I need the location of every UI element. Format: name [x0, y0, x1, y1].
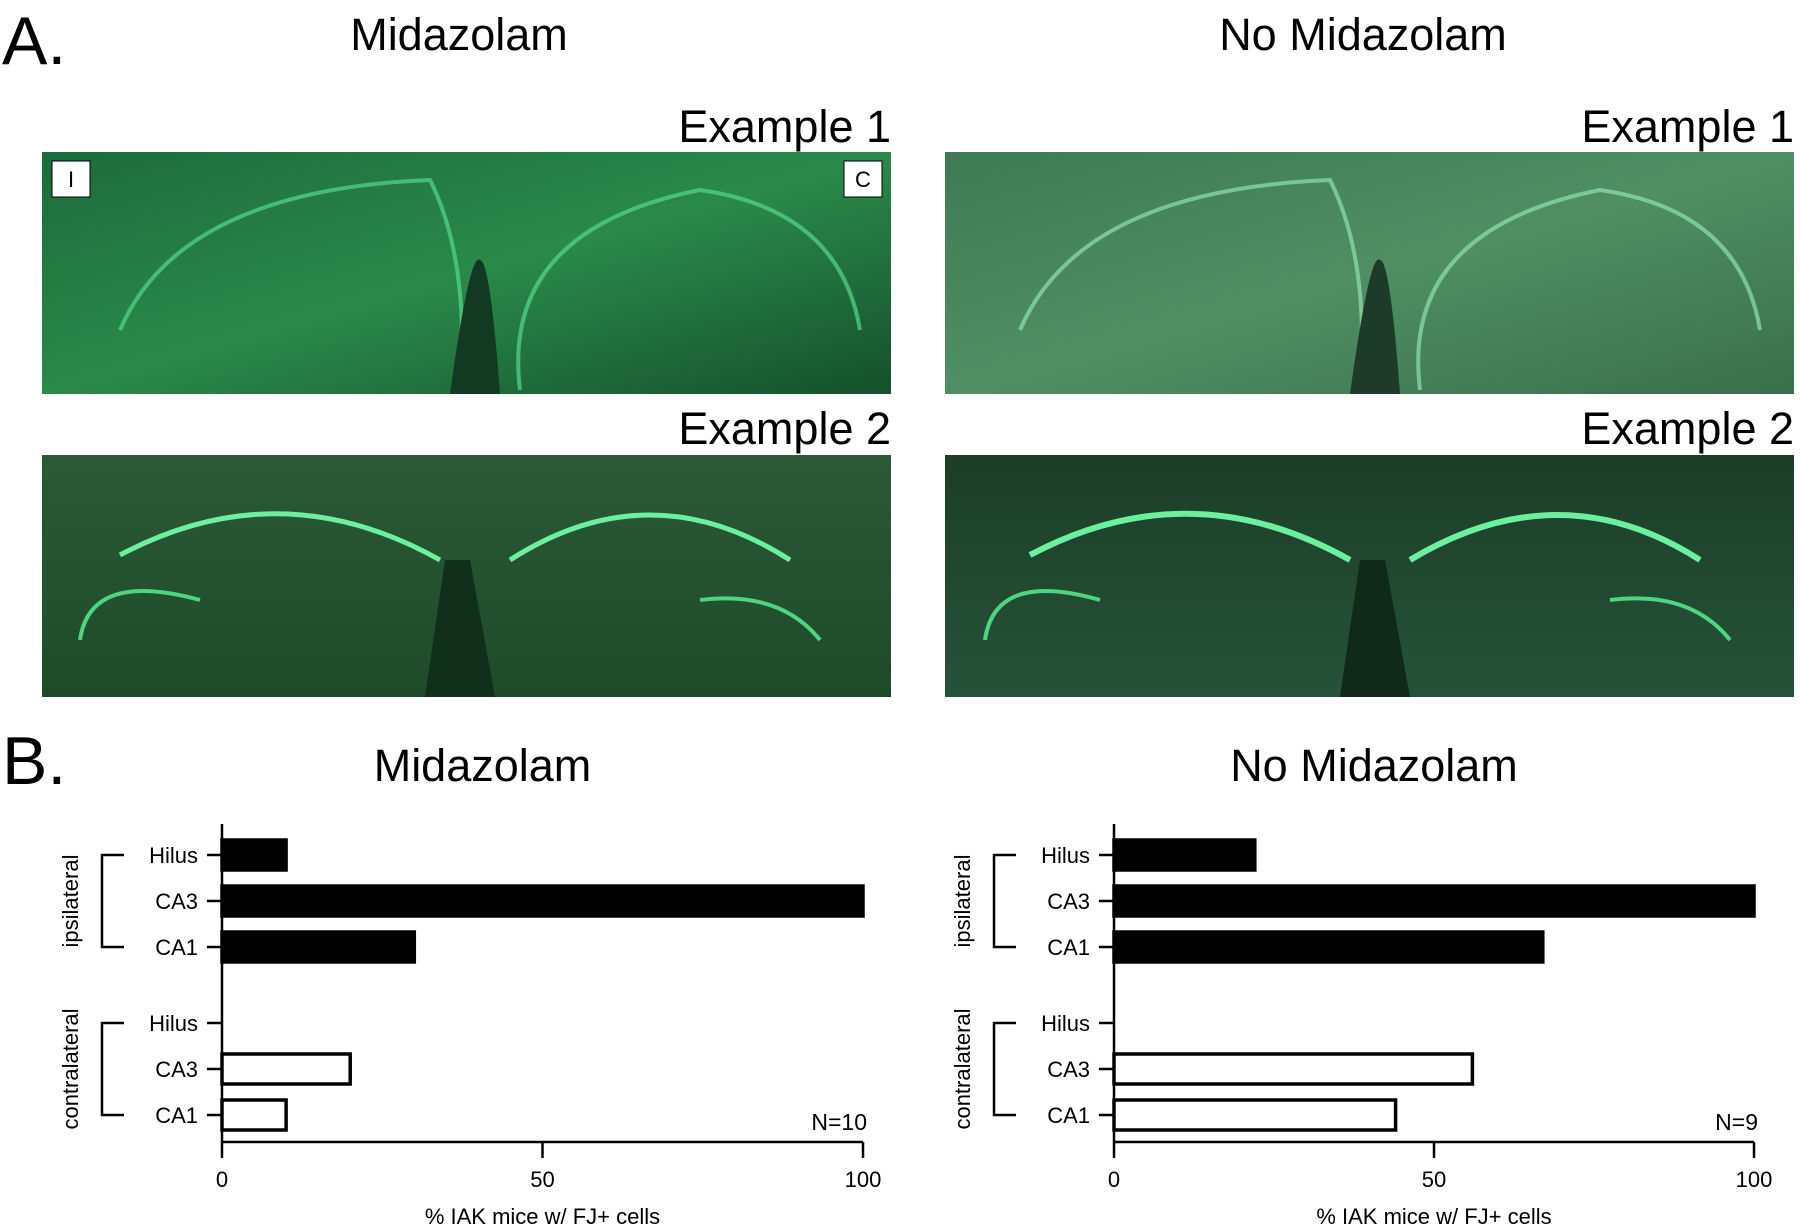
chart-title: No Midazolam: [1230, 740, 1518, 791]
bar: [220, 884, 865, 918]
micrograph: [42, 152, 891, 394]
bar: [1112, 884, 1756, 918]
category-label: CA1: [1047, 935, 1090, 960]
micrograph: [945, 152, 1794, 394]
x-axis-label: % IAK mice w/ FJ+ cells: [1316, 1204, 1551, 1229]
category-label: CA3: [155, 889, 198, 914]
marker-box: [843, 160, 883, 198]
bar: [1112, 930, 1545, 964]
chart-title: Midazolam: [374, 740, 592, 791]
category-label: Hilus: [149, 843, 198, 868]
bar: [220, 930, 417, 964]
x-tick-label: 0: [1108, 1167, 1120, 1192]
x-tick-label: 0: [216, 1167, 228, 1192]
group-label: ipsilateral: [58, 855, 83, 948]
bar: [220, 838, 288, 872]
category-label: CA1: [155, 1103, 198, 1128]
bar: [220, 1052, 352, 1086]
group-label: contralateral: [950, 1008, 975, 1129]
column-title: Midazolam: [350, 9, 568, 60]
side-marker: C: [855, 167, 871, 192]
group-bracket: [992, 853, 1016, 949]
bar: [1112, 1052, 1475, 1086]
category-label: CA3: [1047, 889, 1090, 914]
category-label: CA1: [155, 935, 198, 960]
x-tick-label: 100: [845, 1167, 882, 1192]
column-title: No Midazolam: [1219, 9, 1507, 60]
bar: [220, 1098, 288, 1132]
bar: [1112, 838, 1257, 872]
group-bracket: [100, 853, 124, 949]
group-bracket: [100, 1021, 124, 1117]
annotation: N=10: [811, 1109, 867, 1135]
bar: [1112, 1098, 1398, 1132]
x-axis-label: % IAK mice w/ FJ+ cells: [425, 1204, 660, 1229]
category-label: CA1: [1047, 1103, 1090, 1128]
example-label: Example 2: [1581, 403, 1794, 454]
category-label: Hilus: [1041, 1011, 1090, 1036]
marker-box: [51, 160, 91, 198]
x-tick-label: 100: [1736, 1167, 1773, 1192]
micrograph: [945, 455, 1794, 697]
example-label: Example 2: [678, 403, 891, 454]
category-label: Hilus: [149, 1011, 198, 1036]
group-label: ipsilateral: [950, 855, 975, 948]
x-tick-label: 50: [1422, 1167, 1446, 1192]
example-label: Example 1: [1581, 101, 1794, 152]
x-tick-label: 50: [530, 1167, 554, 1192]
category-label: CA3: [155, 1057, 198, 1082]
category-label: Hilus: [1041, 843, 1090, 868]
micrograph: [42, 455, 891, 697]
group-bracket: [992, 1021, 1016, 1117]
category-label: CA3: [1047, 1057, 1090, 1082]
example-label: Example 1: [678, 101, 891, 152]
group-label: contralateral: [58, 1008, 83, 1129]
side-marker: I: [68, 167, 74, 192]
panel-label: B.: [2, 723, 66, 799]
annotation: N=9: [1715, 1109, 1758, 1135]
panel-label: A.: [2, 3, 66, 79]
